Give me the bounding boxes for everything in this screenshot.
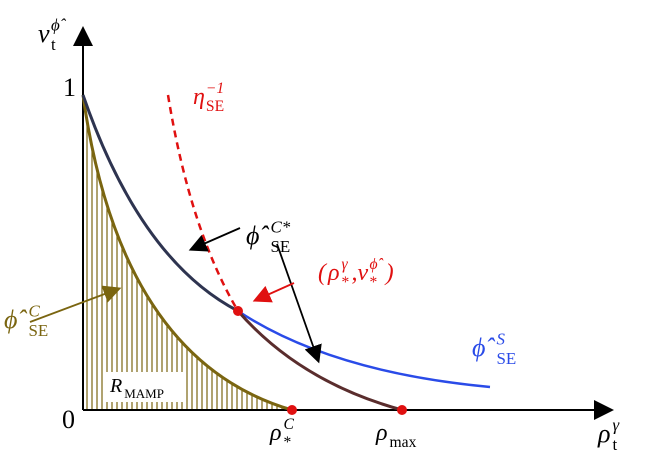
fixed-point — [233, 306, 243, 316]
phi-c-star-curve — [81, 94, 239, 313]
phi-c-label: ϕ̂ — [4, 305, 27, 334]
fixed-point-label-sup: γ — [342, 256, 349, 273]
y-axis-label-sub: t — [51, 35, 56, 54]
x-axis-label-sub: t — [612, 435, 617, 454]
y-axis-label: v — [38, 19, 50, 48]
phi-c-star-label: ϕ̂ — [246, 221, 269, 250]
fixed-point-label: ρ — [327, 260, 340, 286]
arrow — [252, 282, 295, 303]
phi-c-label-sup: C — [28, 301, 40, 320]
fixed-point-label-sub: * — [342, 274, 350, 291]
region-label: R — [109, 375, 122, 397]
phi-c-star-label-sub: SE — [270, 237, 290, 256]
phi-c-star-tail — [236, 310, 403, 412]
origin-label: 0 — [62, 405, 75, 434]
eta-label: η — [193, 84, 205, 110]
eta-inverse-curve — [166, 94, 240, 312]
phi-c-star-label-sup: C* — [270, 217, 290, 236]
fixed-point-label: v — [358, 260, 369, 286]
phi-c-label-sub: SE — [28, 321, 48, 340]
region-label-box — [103, 372, 185, 402]
eta-label-sup: −1 — [206, 80, 224, 97]
eta-label-sub: SE — [206, 98, 224, 115]
fixed-point-label: , — [352, 260, 358, 286]
y-tick-label: 1 — [63, 73, 76, 102]
mamp-region — [83, 95, 292, 410]
fixed-point-label: ) — [384, 260, 394, 286]
phi-s-label: ϕ̂ — [472, 333, 495, 362]
phi-s-label-sup: S — [496, 329, 505, 348]
fixed-point-label: ( — [318, 260, 328, 286]
phi-c-curve — [81, 94, 293, 412]
rho-star-c-label-sub: * — [284, 434, 292, 451]
rho-max-label: ρ — [375, 420, 388, 446]
arrow — [276, 243, 322, 364]
x-axis-label: ρ — [597, 419, 610, 448]
x-axis-label-sup: γ — [612, 415, 620, 434]
fixed-point-label-sub: * — [370, 274, 378, 291]
rho-star-c-label-sup: C — [284, 416, 295, 433]
rho-max-point — [397, 405, 407, 415]
rho-star-c-label: ρ — [269, 420, 282, 446]
phi-s-label-sub: SE — [496, 349, 516, 368]
arrow — [188, 227, 241, 252]
y-axis-label-sup: ϕ̂ — [51, 15, 67, 34]
rho-star-c-point — [287, 405, 297, 415]
arrow — [29, 285, 122, 323]
rho-max-label-sub: max — [390, 434, 417, 451]
region-label-sub: MAMP — [124, 386, 164, 401]
phi-s-curve — [237, 309, 491, 389]
fixed-point-label-sup: ϕ̂ — [370, 256, 384, 273]
